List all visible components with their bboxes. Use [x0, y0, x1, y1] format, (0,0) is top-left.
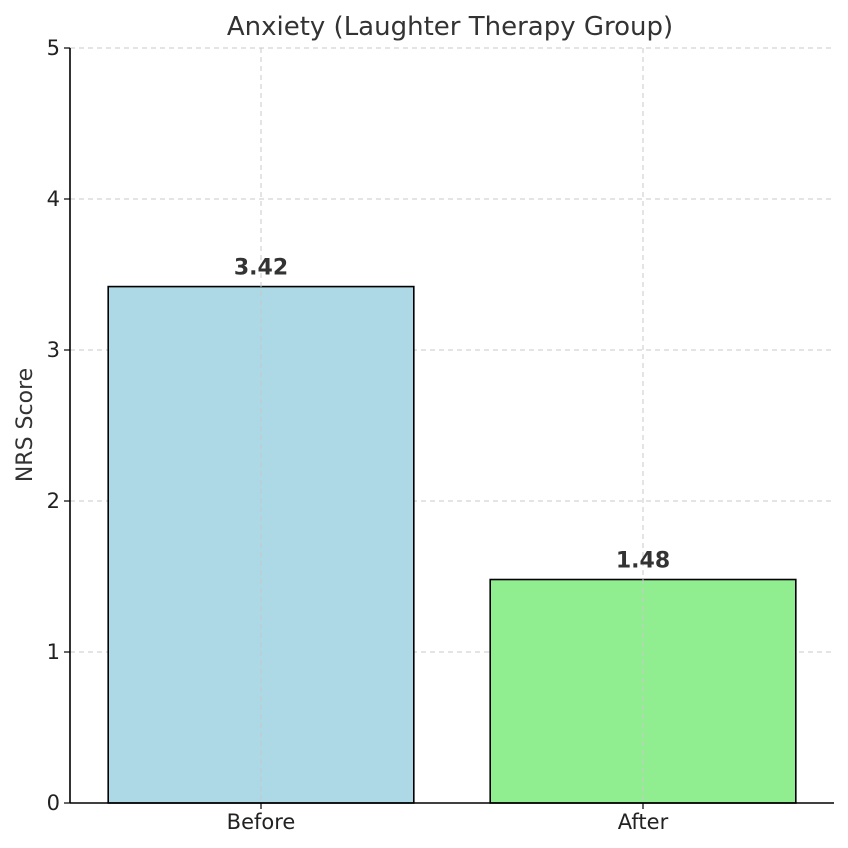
x-tick-label-before: Before — [227, 810, 296, 834]
y-tick-label: 1 — [47, 640, 60, 664]
axes — [64, 47, 834, 809]
y-axis-label: NRS Score — [13, 368, 38, 482]
x-tick-label-after: After — [618, 810, 669, 834]
value-label-after: 1.48 — [616, 549, 670, 574]
chart-title: Anxiety (Laughter Therapy Group) — [227, 12, 673, 42]
value-label-before: 3.42 — [234, 256, 288, 281]
y-tick-label: 2 — [47, 489, 60, 513]
y-tick-label: 4 — [47, 187, 60, 211]
y-tick-label: 3 — [47, 338, 60, 362]
y-tick-label: 5 — [47, 36, 60, 60]
y-tick-label: 0 — [47, 791, 60, 815]
labels: 0 1 2 3 4 5 Before After 3.42 1.48 — [47, 36, 671, 834]
bars — [107, 285, 797, 804]
